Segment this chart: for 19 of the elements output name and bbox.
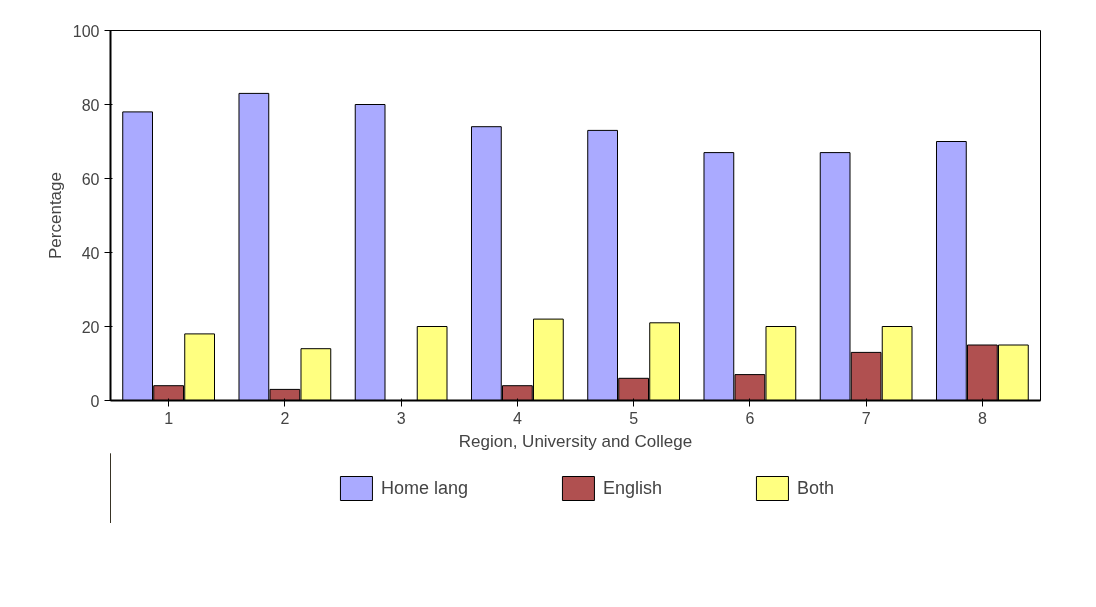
x-tick-label: 2 <box>280 409 290 427</box>
x-tick-label: 8 <box>977 409 987 427</box>
x-tick-label: 1 <box>164 409 174 427</box>
x-tick-label: 5 <box>629 409 639 427</box>
y-tick-label: 40 <box>81 244 100 262</box>
y-tick-label: 0 <box>90 392 100 410</box>
legend-label: Home lang <box>380 477 468 499</box>
x-tick-label: 3 <box>396 409 406 427</box>
y-tick-label: 20 <box>81 318 100 336</box>
y-tick-label: 100 <box>72 22 100 40</box>
x-axis-title: Region, University and College <box>458 431 693 451</box>
y-tick-label: 80 <box>81 96 100 114</box>
legend-label: Both <box>797 477 835 499</box>
legend-label: English <box>602 477 663 499</box>
x-tick-label: 4 <box>512 409 522 427</box>
y-axis-title: Percentage <box>45 172 65 259</box>
x-tick-label: 7 <box>861 409 871 427</box>
x-tick-label: 6 <box>745 409 755 427</box>
y-tick-label: 60 <box>81 170 100 188</box>
